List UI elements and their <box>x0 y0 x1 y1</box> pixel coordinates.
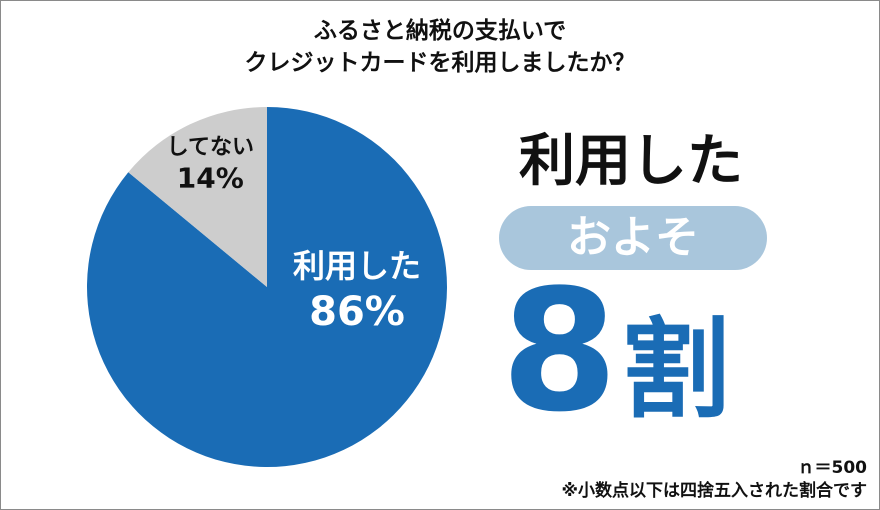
title-line-2: クレジットカードを利用しましたか？ <box>244 50 636 76</box>
pie-value-used: 86% <box>309 289 405 335</box>
title-line-1: ふるさと納税の支払いで <box>313 18 567 44</box>
big-ratio: 8割 <box>501 267 791 435</box>
approx-pill: およそ <box>499 206 767 270</box>
big-ratio-number: 8 <box>501 253 618 449</box>
pie-value-not-used: 14% <box>177 161 244 194</box>
pie-label-used: 利用した <box>293 247 421 285</box>
rounding-note: ※小数点以下は四捨五入された割合です <box>561 481 867 501</box>
headline-used: 利用した <box>519 129 743 194</box>
chart-title: ふるさと納税の支払いで クレジットカードを利用しましたか？ <box>1 15 879 79</box>
pie-label-not-used: してない <box>167 135 254 160</box>
big-ratio-unit: 割 <box>621 308 730 433</box>
approx-pill-label: およそ <box>567 212 699 263</box>
pie-slice-not-used <box>128 107 267 287</box>
sample-size: ｎ＝500 <box>797 458 868 478</box>
